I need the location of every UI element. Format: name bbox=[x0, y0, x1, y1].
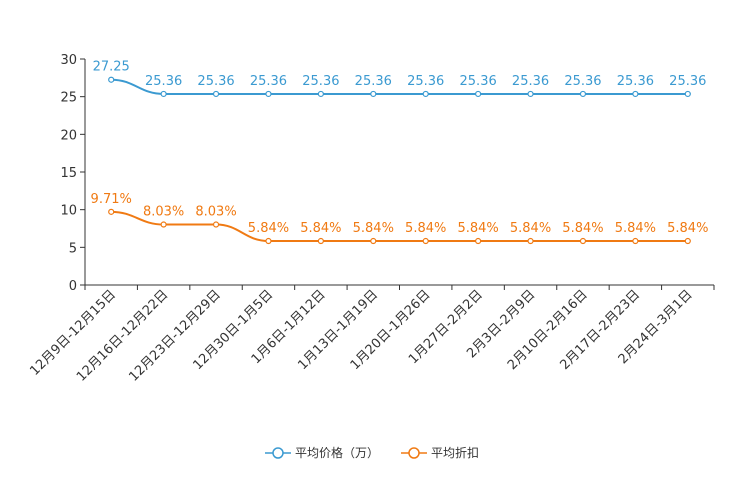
data-label: 8.03% bbox=[143, 205, 184, 220]
data-label: 25.36 bbox=[145, 74, 182, 89]
data-point bbox=[160, 90, 167, 98]
y-tick-label: 10 bbox=[60, 204, 77, 219]
data-point bbox=[632, 90, 639, 98]
legend-label-discount: 平均折扣 bbox=[431, 446, 480, 460]
series-line bbox=[111, 210, 688, 243]
data-label: 5.84% bbox=[510, 221, 551, 236]
data-label: 5.84% bbox=[405, 221, 446, 236]
data-label: 5.84% bbox=[457, 221, 498, 236]
legend-label-price: 平均价格（万） bbox=[294, 446, 379, 460]
data-label: 25.36 bbox=[355, 74, 392, 89]
data-label: 5.84% bbox=[248, 221, 289, 236]
data-label: 25.36 bbox=[564, 74, 601, 89]
data-point bbox=[265, 237, 272, 245]
series-layer: 27.25 25.36 25.36 25.36 25.36 25.36 25.36 25.36… bbox=[91, 60, 708, 245]
data-point bbox=[370, 237, 377, 245]
data-label: 5.84% bbox=[615, 221, 656, 236]
x-tick-label: 12月16日-12月22日 bbox=[74, 287, 171, 384]
series-0: 27.25 25.36 25.36 25.36 25.36 25.36 25.36 25.36… bbox=[93, 60, 706, 98]
data-label: 8.03% bbox=[195, 205, 236, 220]
y-tick-label: 5 bbox=[69, 241, 77, 256]
legend: 平均价格（万） 平均折扣 bbox=[0, 444, 744, 461]
data-label: 25.36 bbox=[669, 74, 706, 89]
data-point bbox=[108, 208, 115, 215]
data-point bbox=[579, 90, 587, 98]
y-tick-label: 30 bbox=[60, 53, 77, 68]
y-tick-label: 15 bbox=[60, 166, 77, 181]
data-label: 5.84% bbox=[353, 221, 394, 236]
legend-line-circle-icon bbox=[401, 446, 427, 459]
y-tick-label: 0 bbox=[69, 279, 77, 294]
data-point bbox=[527, 90, 534, 98]
data-point bbox=[475, 90, 482, 98]
x-tick-label: 12月23日-12月29日 bbox=[126, 287, 223, 384]
data-point bbox=[475, 237, 482, 245]
y-tick-label: 20 bbox=[60, 128, 77, 143]
data-label: 25.36 bbox=[250, 74, 287, 89]
data-point bbox=[527, 237, 534, 245]
data-point bbox=[212, 221, 220, 228]
data-point bbox=[632, 237, 639, 245]
data-point bbox=[422, 90, 429, 98]
data-point bbox=[160, 221, 167, 228]
data-point bbox=[317, 90, 324, 98]
data-label: 25.36 bbox=[512, 74, 549, 89]
data-point bbox=[579, 237, 587, 245]
data-point bbox=[265, 90, 272, 98]
data-label: 25.36 bbox=[197, 74, 234, 89]
axes: 0 5 10 15 20 25 30 12月9日-12月15日12月16日-12月22日12月… bbox=[27, 53, 715, 385]
data-label: 27.25 bbox=[93, 60, 130, 75]
data-label: 9.71% bbox=[91, 192, 132, 207]
x-tick-label: 12月9日-12月15日 bbox=[27, 287, 119, 379]
series-1: 9.71% 8.03% 8.03% 5.84% 5.84% 5.84% 5.84% 5.84%… bbox=[91, 192, 708, 245]
data-point bbox=[108, 76, 115, 83]
y-tick-label: 25 bbox=[60, 91, 77, 106]
series-line bbox=[111, 78, 688, 95]
data-point bbox=[684, 237, 691, 245]
data-label: 25.36 bbox=[617, 74, 654, 89]
data-point bbox=[370, 90, 377, 98]
data-label: 25.36 bbox=[302, 74, 339, 89]
data-label: 25.36 bbox=[460, 74, 497, 89]
data-point bbox=[212, 90, 220, 98]
legend-item-discount[interactable]: 平均折扣 bbox=[401, 444, 479, 461]
data-label: 5.84% bbox=[300, 221, 341, 236]
data-point bbox=[684, 90, 691, 98]
data-point bbox=[422, 237, 429, 245]
data-label: 5.84% bbox=[667, 221, 708, 236]
data-label: 5.84% bbox=[562, 221, 603, 236]
data-point bbox=[317, 237, 324, 245]
legend-line-circle-icon bbox=[264, 446, 291, 459]
legend-item-price[interactable]: 平均价格（万） bbox=[264, 444, 379, 461]
data-label: 25.36 bbox=[407, 74, 444, 89]
